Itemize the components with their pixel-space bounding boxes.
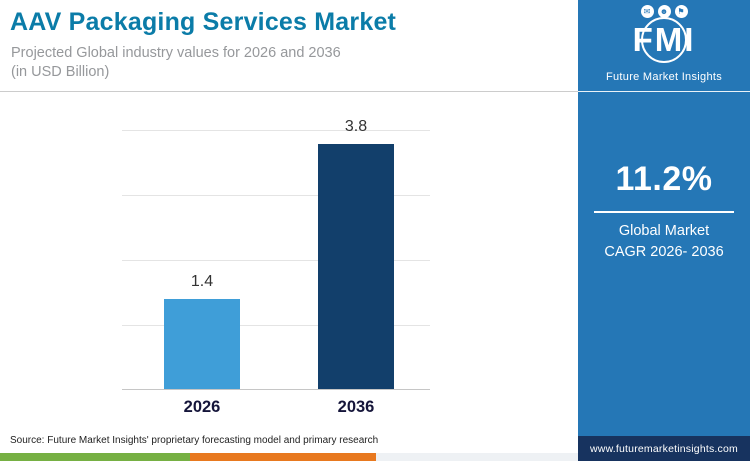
gridline xyxy=(122,325,430,326)
bar-chart: 1.4 3.8 2026 2036 xyxy=(122,118,430,416)
logo-mini-icons: ✉ ☻ ⚑ xyxy=(578,5,750,19)
person-icon: ☻ xyxy=(657,5,671,18)
brand-sidebar: ✉ ☻ ⚑ FMI Future Market Insights 11.2% G… xyxy=(578,0,750,461)
brand-name: Future Market Insights xyxy=(605,71,723,83)
website-url: www.futuremarketinsights.com xyxy=(578,436,750,461)
logo-mark: FMI xyxy=(578,17,750,63)
sidebar-divider xyxy=(578,91,750,92)
page-subtitle: Projected Global industry values for 202… xyxy=(11,44,341,82)
bottom-color-strip xyxy=(0,453,578,461)
fmi-logo: ✉ ☻ ⚑ FMI xyxy=(578,5,750,63)
page-title: AAV Packaging Services Market xyxy=(10,8,397,36)
cagr-value: 11.2% xyxy=(615,160,713,198)
subtitle-line-2: (in USD Billion) xyxy=(11,64,110,81)
gridline xyxy=(122,195,430,196)
strip-segment-green xyxy=(0,453,190,461)
bar-value-label-2036: 3.8 xyxy=(344,118,368,135)
gridline xyxy=(122,260,430,261)
x-axis-baseline xyxy=(122,389,430,390)
cagr-label-line-1: Global Market xyxy=(618,223,710,239)
cagr-label-line-2: CAGR 2026- 2036 xyxy=(604,244,724,261)
cagr-divider xyxy=(594,211,734,213)
header-divider xyxy=(0,91,578,92)
x-axis-label-2026: 2026 xyxy=(183,398,221,416)
logo-ring xyxy=(641,17,687,63)
chart-panel: AAV Packaging Services Market Projected … xyxy=(0,8,578,461)
envelope-icon: ✉ xyxy=(640,5,654,18)
source-note: Source: Future Market Insights' propriet… xyxy=(10,435,379,446)
strip-segment-orange xyxy=(190,453,376,461)
gridline xyxy=(122,130,430,131)
subtitle-line-1: Projected Global industry values for 202… xyxy=(11,45,341,61)
bar-2026 xyxy=(164,299,240,389)
strip-segment-neutral xyxy=(376,453,578,461)
bar-value-label-2026: 1.4 xyxy=(190,273,214,290)
bar-2036 xyxy=(318,144,394,389)
flag-icon: ⚑ xyxy=(674,5,688,18)
x-axis-label-2036: 2036 xyxy=(337,398,375,416)
cagr-label: Global Market CAGR 2026- 2036 xyxy=(578,221,750,263)
